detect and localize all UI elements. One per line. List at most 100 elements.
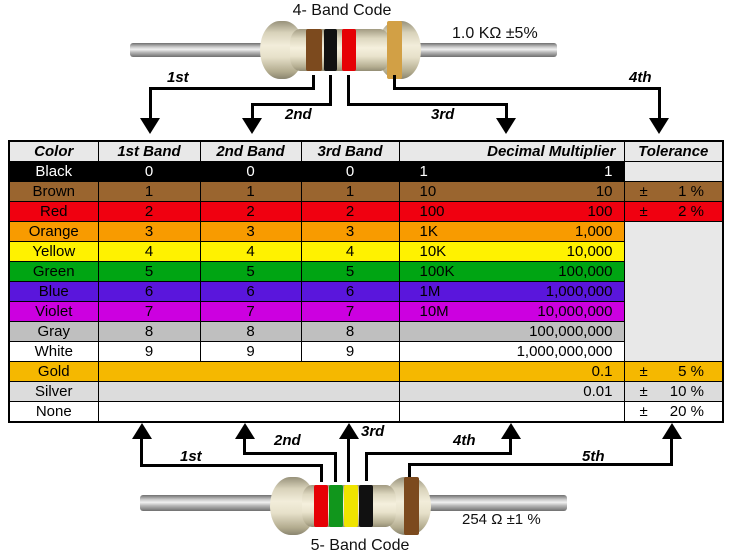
four-band-resistor-value: 1.0 KΩ ±5% (452, 25, 538, 42)
fifth-band-arrow-label-bottom: 5th (582, 448, 605, 465)
arrow-line (365, 452, 368, 481)
tolerance-value: 1 % (678, 183, 704, 200)
band-digit-cell: 5 (199, 261, 302, 282)
multiplier-value: 1,000,000,000 (516, 343, 613, 360)
arrow-line (140, 464, 323, 467)
arrow-line (243, 452, 337, 455)
band-digit-cell: 0 (97, 161, 201, 182)
decimal-multiplier-cell: 1,000,000,000 (398, 341, 625, 362)
decimal-multiplier-cell: 100 100 (398, 201, 625, 222)
color-name-cell: Gold (8, 361, 99, 382)
multiplier-prefix: 1 (419, 163, 428, 180)
third-band-arrow-label: 3rd (431, 106, 455, 123)
table-body: Black 0 0 0 1 1 Brown 1 1 1 10 10 ±1 % Red 2 2 2 100 100 ±2… (8, 161, 724, 423)
decimal-multiplier-cell: 10 10 (398, 181, 625, 202)
arrow-line (365, 452, 512, 455)
band-digit-cell: 3 (97, 221, 201, 242)
column-header-color: Color (8, 140, 99, 162)
color-name-cell: White (8, 341, 99, 362)
color-row-green: Green 5 5 5 100K 100,000 (8, 261, 723, 282)
plus-minus-sign: ± (639, 183, 648, 200)
arrow-line (408, 463, 411, 481)
band-empty-cell (97, 381, 400, 402)
color-row-violet: Violet 7 7 7 10M 10,000,000 (8, 301, 723, 322)
arrow-line (251, 103, 332, 106)
table-header-row: Color 1st Band 2nd Band 3rd Band Decimal Mul… (8, 140, 724, 162)
multiplier-prefix: 10K (419, 243, 447, 260)
band-digit-cell: 3 (199, 221, 302, 242)
plus-minus-sign: ± (639, 383, 648, 400)
color-name-cell: Silver (8, 381, 99, 402)
color-name-cell: Black (8, 161, 99, 182)
multiplier-value: 1 (604, 163, 613, 180)
arrow-up-icon (132, 423, 152, 439)
band-digit-cell: 6 (97, 281, 201, 302)
arrow-line (251, 103, 254, 120)
arrow-up-icon (501, 423, 521, 439)
tolerance-empty-cell (623, 161, 724, 182)
multiplier-prefix: 10 (419, 183, 437, 200)
color-code-table: Color 1st Band 2nd Band 3rd Band Decimal Mul… (8, 140, 724, 423)
arrow-down-icon (496, 118, 516, 134)
first-band-arrow-label-bottom: 1st (180, 448, 202, 465)
multiplier-value: 0.1 (591, 363, 613, 380)
multiplier-prefix: 10M (419, 303, 449, 320)
resistor-band-yellow (344, 485, 358, 527)
second-band-arrow-label-bottom: 2nd (274, 432, 301, 449)
multiplier-value: 1,000,000 (545, 283, 613, 300)
arrow-line (393, 87, 661, 90)
tolerance-cell: ±5 % (623, 361, 724, 382)
color-name-cell: Orange (8, 221, 99, 242)
band-digit-cell: 3 (300, 221, 400, 242)
five-band-code-title: 5- Band Code (310, 537, 410, 554)
multiplier-prefix: 100K (419, 263, 455, 280)
column-header-1st-band: 1st Band (97, 140, 201, 162)
arrow-line (505, 103, 508, 120)
decimal-multiplier-cell: 0.01 (398, 381, 625, 402)
color-name-cell: Blue (8, 281, 99, 302)
band-digit-cell: 6 (300, 281, 400, 302)
arrow-line (320, 464, 323, 482)
band-digit-cell: 7 (97, 301, 201, 322)
multiplier-value: 1,000 (574, 223, 613, 240)
color-row-red: Red 2 2 2 100 100 ±2 % (8, 201, 724, 222)
arrow-line (658, 87, 661, 120)
fourth-band-arrow-label: 4th (629, 69, 652, 86)
color-name-cell: Red (8, 201, 99, 222)
band-digit-cell: 9 (199, 341, 302, 362)
four-band-code-title: 4- Band Code (292, 2, 392, 19)
band-digit-cell: 4 (300, 241, 400, 262)
arrow-line (408, 463, 673, 466)
arrow-down-icon (649, 118, 669, 134)
arrow-line (312, 75, 315, 89)
multiplier-prefix: 1M (419, 283, 441, 300)
color-row-silver: Silver 0.01 ±10 % (8, 381, 724, 402)
decimal-multiplier-cell: 0.1 (398, 361, 625, 382)
tolerance-cell: ±1 % (623, 181, 724, 202)
band-digit-cell: 5 (97, 261, 201, 282)
column-header-2nd-band: 2nd Band (199, 140, 302, 162)
multiplier-value: 10 (595, 183, 613, 200)
band-digit-cell: 1 (300, 181, 400, 202)
band-digit-cell: 1 (97, 181, 201, 202)
color-row-yellow: Yellow 4 4 4 10K 10,000 (8, 241, 723, 262)
color-name-cell: Violet (8, 301, 99, 322)
color-row-gold: Gold 0.1 ±5 % (8, 361, 724, 382)
arrow-line (243, 437, 246, 455)
tolerance-cell: ±2 % (623, 201, 724, 222)
band-digit-cell: 7 (300, 301, 400, 322)
tolerance-cell: ±20 % (623, 401, 724, 423)
plus-minus-sign: ± (639, 203, 648, 220)
color-row-orange: Orange 3 3 3 1K 1,000 (8, 221, 724, 362)
band-digit-cell: 8 (300, 321, 400, 342)
arrow-line (670, 437, 673, 466)
color-row-black: Black 0 0 0 1 1 (8, 161, 724, 182)
band-digit-cell: 2 (300, 201, 400, 222)
band-digit-cell: 1 (199, 181, 302, 202)
band-digit-cell: 2 (199, 201, 302, 222)
five-band-resistor-value: 254 Ω ±1 % (462, 511, 541, 528)
arrow-line (347, 103, 508, 106)
multiplier-prefix: 100 (419, 203, 445, 220)
arrow-line (347, 75, 350, 106)
multiplier-prefix: 1K (419, 223, 438, 240)
